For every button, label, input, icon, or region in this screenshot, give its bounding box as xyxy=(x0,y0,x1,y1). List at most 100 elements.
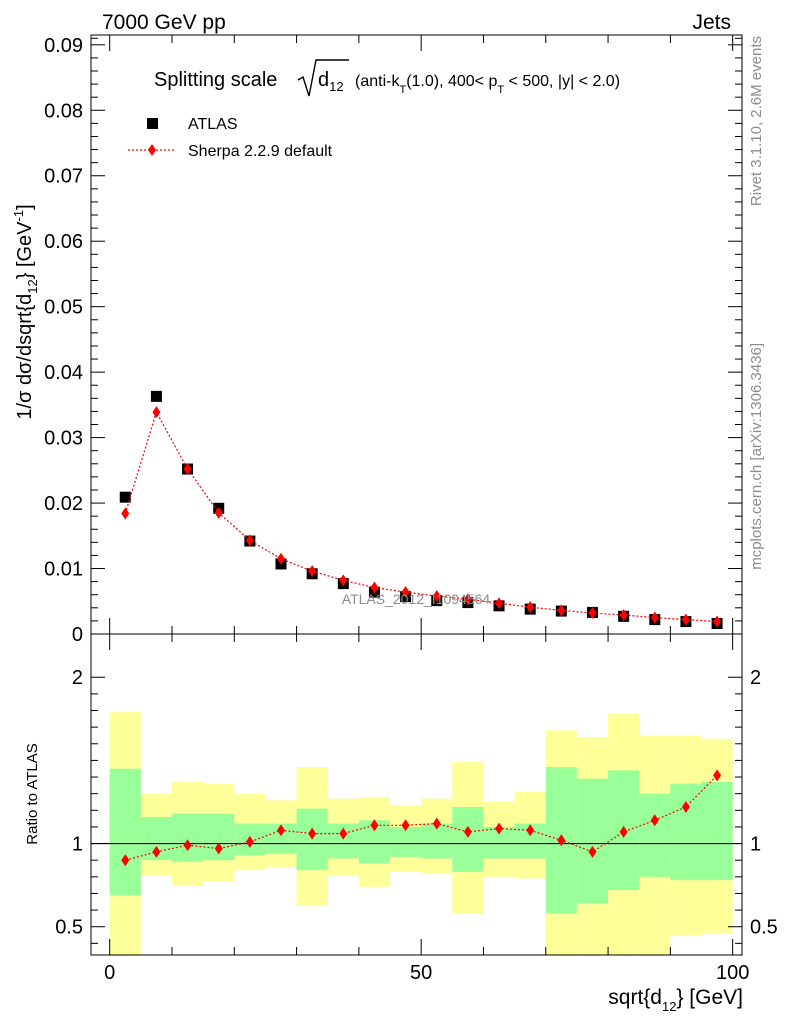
ratio-inner-band xyxy=(639,793,671,877)
ratio-xtick-label: 50 xyxy=(410,962,432,984)
sherpa-ratio-point xyxy=(588,845,597,858)
legend-sherpa-marker xyxy=(148,144,156,156)
sherpa-point xyxy=(619,609,628,622)
sherpa-point xyxy=(277,552,286,565)
ratio-inner-band xyxy=(576,778,609,904)
ratio-inner-band xyxy=(171,813,204,862)
x-label-part-a: sqrt{d xyxy=(608,986,662,1009)
main-ytick-label: 0.08 xyxy=(44,100,83,122)
sherpa-ratio-line xyxy=(125,774,718,861)
main-ytick-label: 0.06 xyxy=(44,231,83,253)
ratio-inner-band xyxy=(701,782,733,881)
atlas-point xyxy=(119,491,131,503)
main-ytick-label: 0 xyxy=(72,624,83,646)
ratio-ytick-label-right: 1 xyxy=(750,834,761,856)
analysis-watermark: ATLAS_2012_I1094564 xyxy=(342,591,491,607)
mcplots-label: mcplots.cern.ch [arXiv:1306.3436] xyxy=(748,343,765,570)
sherpa-ratio-point xyxy=(557,834,566,847)
ratio-inner-band xyxy=(670,783,702,881)
chart-title: Splitting scale xyxy=(154,69,277,91)
ratio-ytick-label: 0.5 xyxy=(55,917,83,939)
sherpa-point xyxy=(308,565,317,578)
atlas-point xyxy=(150,390,162,402)
ratio-xtick-label: 0 xyxy=(104,962,115,984)
sherpa-point xyxy=(401,586,410,599)
main-ytick-label: 0.03 xyxy=(44,428,83,450)
sqrt-symbol-icon xyxy=(297,59,349,97)
ratio-plot-frame xyxy=(90,633,743,956)
sherpa-point xyxy=(183,463,192,476)
sherpa-ratio-point xyxy=(277,824,286,837)
main-y-axis-label: 1/σ dσ/dsqrt{d12} [GeV-1] xyxy=(11,204,40,419)
main-ytick-label: 0.09 xyxy=(44,35,83,57)
sherpa-point xyxy=(713,615,722,628)
header-right-label: Jets xyxy=(692,11,731,34)
chart-title-part3: < 500, |y| < 2.0) xyxy=(504,73,620,90)
chart-title-sub1: T xyxy=(399,84,406,96)
x-label-part-b: } [GeV] xyxy=(676,986,743,1009)
sherpa-point xyxy=(245,534,254,547)
sherpa-ratio-point xyxy=(713,769,722,782)
sherpa-point xyxy=(152,406,161,419)
sherpa-ratio-point xyxy=(214,842,223,855)
sherpa-point xyxy=(526,601,535,614)
sherpa-ratio-point xyxy=(308,827,317,840)
sherpa-point xyxy=(432,590,441,603)
sherpa-point xyxy=(681,613,690,626)
chart-title-details: (anti-kT(1.0), 400< pT < 500, |y| < 2.0) xyxy=(355,73,620,96)
ratio-inner-band xyxy=(109,768,141,896)
y-label-part-b: } [GeV xyxy=(14,221,36,279)
sherpa-line xyxy=(124,410,718,623)
rivet-label: Rivet 3.1.10, 2.6M events xyxy=(748,36,765,206)
ratio-ytick-label: 2 xyxy=(72,667,83,689)
y-label-part-a: 1/σ dσ/dsqrt{d xyxy=(14,294,36,420)
sherpa-point xyxy=(463,593,472,606)
sherpa-point xyxy=(121,507,130,520)
sherpa-ratio-point xyxy=(401,819,410,832)
ratio-xtick-label: 100 xyxy=(716,962,749,984)
sherpa-ratio-point xyxy=(370,819,379,832)
sherpa-point xyxy=(650,611,659,624)
sherpa-point xyxy=(339,574,348,587)
main-ytick-label: 0.07 xyxy=(44,166,83,188)
main-ytick-label: 0.04 xyxy=(44,362,83,384)
y-label-part-c: ] xyxy=(14,204,36,210)
sherpa-ratio-point xyxy=(650,814,659,827)
ratio-ytick-label-right: 2 xyxy=(750,667,761,689)
ratio-y-axis-label: Ratio to ATLAS xyxy=(24,743,41,844)
sherpa-point xyxy=(557,604,566,617)
sherpa-ratio-point xyxy=(245,835,254,848)
y-label-sub: 12 xyxy=(25,279,40,293)
chart-title-sub2: T xyxy=(497,84,504,96)
ratio-inner-band xyxy=(390,826,422,857)
main-ytick-label: 0.05 xyxy=(44,297,83,319)
sherpa-ratio-point xyxy=(339,827,348,840)
sherpa-ratio-point xyxy=(183,839,192,852)
chart-title-part1: (anti-k xyxy=(355,73,400,90)
x-label-sub: 12 xyxy=(662,999,676,1014)
sherpa-ratio-point xyxy=(432,817,441,830)
legend-atlas-label: ATLAS xyxy=(188,116,238,133)
sherpa-ratio-point xyxy=(495,822,504,835)
chart-title-sqrt: d12 xyxy=(318,69,344,94)
ratio-ytick-label-right: 0.5 xyxy=(750,917,778,939)
sherpa-ratio-point xyxy=(463,825,472,838)
sherpa-ratio-point xyxy=(619,825,628,838)
sherpa-ratio-point xyxy=(526,824,535,837)
legend-atlas-marker xyxy=(147,118,158,129)
sherpa-point xyxy=(214,506,223,519)
chart-title-prefix: Splitting scale xyxy=(154,69,277,91)
header-left-label: 7000 GeV pp xyxy=(102,11,226,34)
x-axis-label: sqrt{d12} [GeV] xyxy=(608,986,743,1014)
ratio-marks: 0.5 0.5 1 1 2 2 0 50 100 xyxy=(55,634,778,984)
sherpa-ratio-point xyxy=(681,800,690,813)
sherpa-ratio-point xyxy=(121,854,130,867)
sherpa-point xyxy=(588,607,597,620)
chart-title-sqrt-base: d xyxy=(318,69,329,91)
chart-title-sqrt-sub: 12 xyxy=(329,79,343,94)
legend-sherpa-label: Sherpa 2.2.9 default xyxy=(188,143,333,160)
sherpa-point xyxy=(370,581,379,594)
main-marks: 0 0.01 0.02 0.03 0.04 0.05 0.06 0.07 0.08 0.09 xyxy=(44,35,742,646)
